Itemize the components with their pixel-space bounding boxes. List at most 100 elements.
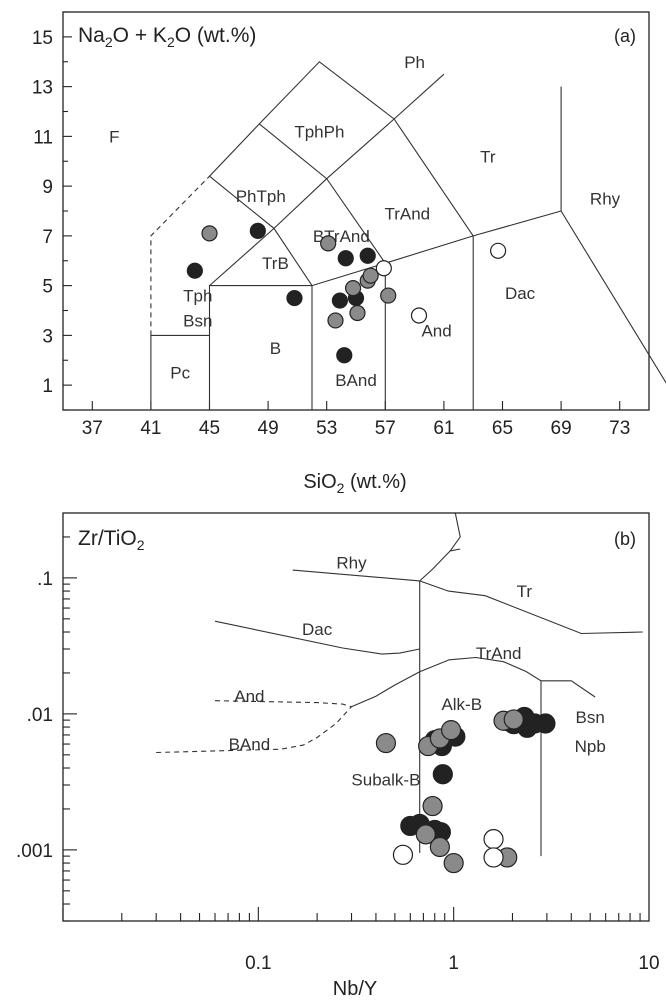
tas-region-phtph: PhTph [236, 187, 286, 206]
tas-point-white [490, 242, 507, 259]
tas-point-grey [201, 225, 218, 242]
zr-region-npb: Npb [575, 737, 606, 756]
zr-x-tick-label: 0.1 [245, 953, 271, 974]
tas-point-black [249, 222, 266, 239]
tas-point-white [375, 260, 392, 277]
tas-xlabel-sub-2: 2 [337, 480, 345, 496]
tas-point-black [337, 250, 354, 267]
tas-point-grey [320, 235, 337, 252]
tas-point-black [186, 262, 203, 279]
tas-region-labels: FPhTphPhPhTphTrRhyTrAndBTrAndTrBTphBsnBP… [109, 53, 621, 390]
tas-x-tick-label: 49 [258, 418, 279, 439]
zr-plot-frame [62, 512, 650, 922]
tas-point-grey [344, 280, 362, 297]
tas-y-tick-label: 11 [33, 127, 53, 148]
tas-y-tick-label: 7 [42, 227, 53, 248]
zr-title-main: Zr/TiO [78, 527, 137, 550]
zr-solid-boundaries [214, 512, 643, 857]
tas-x-tick-label: 41 [140, 418, 161, 439]
zr-point-grey [415, 824, 436, 845]
tas-xlabel-si: SiO [303, 471, 336, 493]
zr-point-black [535, 713, 556, 734]
tas-region-and: And [421, 321, 451, 340]
tas-point-black [336, 347, 353, 364]
tas-point-black [359, 247, 376, 264]
zr-region-bsn: Bsn [576, 708, 605, 727]
zr-x-tick-label: 1 [448, 953, 459, 974]
tas-point-grey [380, 287, 397, 304]
zr-region-subalk-b: Subalk-B [351, 770, 420, 789]
zr-panel-label: (b) [614, 529, 636, 549]
zr-point-grey [375, 732, 397, 754]
tas-point-grey [349, 304, 366, 322]
tas-data-points [186, 222, 507, 364]
tas-x-tick-label: 53 [316, 418, 337, 439]
tas-title-o: O + K [113, 24, 167, 47]
tas-title-na: Na [78, 24, 105, 47]
zr-region-tr: Tr [517, 582, 533, 601]
zr-point-white [483, 829, 504, 850]
tas-solid-boundaries [150, 61, 666, 410]
tas-region-dac: Dac [505, 284, 536, 303]
tas-field-boundaries [150, 61, 666, 410]
tas-region-b: B [270, 339, 281, 358]
zr-y-tick-label: .01 [27, 705, 53, 726]
tas-region-band: BAnd [335, 371, 377, 390]
tas-x-tick-label: 61 [433, 418, 454, 439]
tas-region-ph: Ph [404, 53, 425, 72]
zr-region-band: BAnd [229, 735, 271, 754]
zr-region-and: And [234, 687, 264, 706]
tas-y-tick-label: 3 [42, 326, 53, 347]
zr-ticks: 0.1 1 10 .1 .01 .001 [16, 536, 660, 974]
tas-x-axis-label: SiO2 (wt.%) [303, 471, 406, 496]
zr-region-dac: Dac [302, 620, 333, 639]
tas-region-f: F [109, 127, 119, 146]
zr-nb-diagram: 0.1 1 10 .1 .01 .001 Rhy Tr Dac TrAnd And Alk-B Bsn… [16, 512, 660, 1000]
tas-y-tick-label: 13 [32, 78, 53, 99]
tas-point-grey [327, 312, 344, 329]
tas-x-tick-label: 73 [609, 418, 630, 439]
zr-data-points [375, 706, 556, 874]
zr-region-rhy: Rhy [336, 553, 367, 572]
zr-point-grey [429, 836, 450, 858]
zr-region-trand: TrAnd [476, 644, 522, 663]
tas-x-tick-label: 37 [82, 418, 103, 439]
tas-point-white [410, 307, 428, 324]
tas-title: Na2O + K2O (wt.%) [78, 24, 256, 50]
zr-point-white [483, 847, 504, 868]
zr-field-boundaries [156, 512, 643, 857]
tas-region-tph: Tph [183, 287, 212, 306]
tas-point-black [286, 289, 303, 307]
tas-x-tick-label: 57 [375, 418, 396, 439]
tas-y-tick-label: 1 [42, 376, 53, 397]
tas-region-tr: Tr [480, 147, 496, 166]
tas-y-tick-label: 15 [32, 28, 53, 49]
zr-region-alk-b: Alk-B [441, 695, 482, 714]
zr-x-axis-label: Nb/Y [333, 978, 377, 1000]
tas-title-rest: O (wt.%) [175, 24, 257, 47]
tas-region-trb: TrB [262, 254, 289, 273]
zr-x-tick-label: 10 [638, 953, 659, 974]
tas-x-tick-label: 69 [551, 418, 572, 439]
zr-point-grey [422, 795, 443, 817]
tas-region-trand: TrAnd [384, 204, 430, 223]
tas-region-bsn: Bsn [183, 311, 212, 330]
zr-region-labels: Rhy Tr Dac TrAnd And Alk-B Bsn Npb BAnd Subalk-B [229, 553, 606, 789]
tas-title-sub-2b: 2 [167, 34, 175, 50]
tas-point-black [331, 292, 348, 309]
tas-y-tick-label: 5 [42, 277, 53, 298]
zr-y-tick-label: .001 [16, 841, 53, 862]
tas-region-tphph: TphPh [294, 122, 344, 141]
zr-y-tick-label: .1 [37, 569, 53, 590]
zr-point-black [432, 764, 453, 785]
tas-y-tick-label: 9 [42, 177, 53, 198]
zr-point-white [392, 844, 414, 865]
zr-dashed-boundaries [156, 700, 352, 754]
zr-point-grey [443, 852, 464, 874]
zr-title: Zr/TiO2 [78, 527, 145, 553]
tas-dashed-boundary [150, 175, 210, 336]
tas-x-tick-label: 45 [199, 418, 220, 439]
